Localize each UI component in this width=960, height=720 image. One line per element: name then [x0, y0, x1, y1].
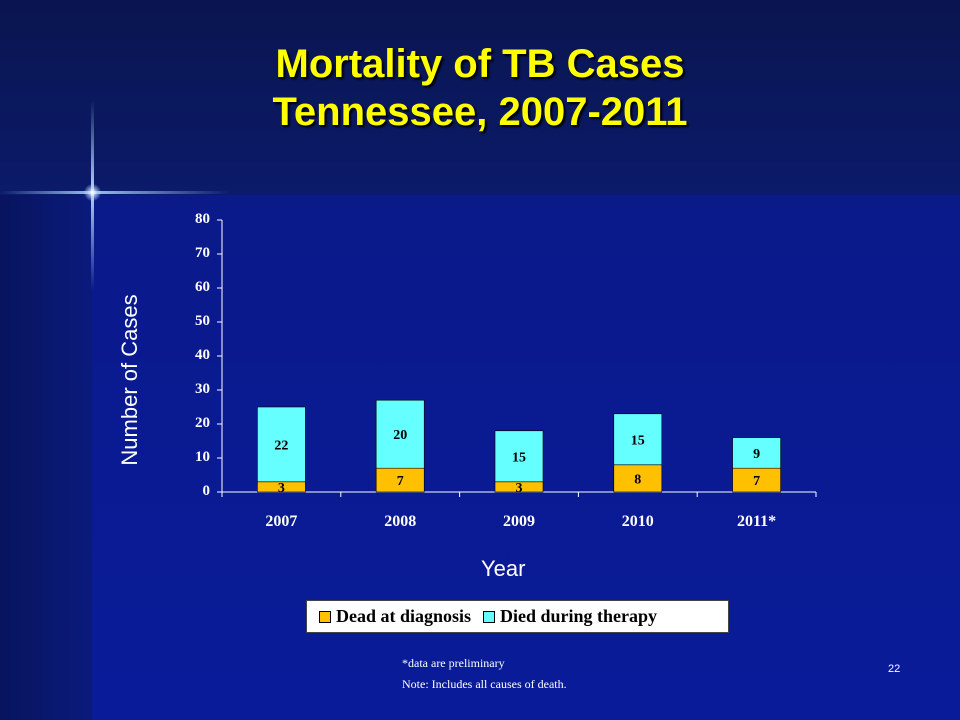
x-tick-label: 2010: [621, 513, 654, 530]
legend-item-died-during-therapy: Died during therapy: [483, 606, 657, 627]
y-tick-label: 30: [195, 381, 210, 397]
x-tick-label: 2009: [503, 513, 535, 530]
y-tick-label: 70: [195, 245, 210, 261]
x-tick-label: 2008: [384, 513, 417, 530]
chart-legend: Dead at diagnosis Died during therapy: [306, 600, 729, 633]
bar-data-label: 8: [634, 472, 641, 487]
y-tick-label: 20: [195, 415, 210, 431]
bar-segment-died-during-therapy: [613, 413, 663, 466]
bar-data-label: 7: [397, 474, 404, 489]
legend-label-dead-at-diagnosis: Dead at diagnosis: [336, 606, 472, 626]
x-axis-label: Year: [481, 556, 526, 581]
bar-data-label: 15: [631, 433, 645, 448]
bar-data-label: 7: [753, 474, 760, 489]
title-line-2: Tennessee, 2007-2011: [272, 90, 688, 134]
y-tick-label: 50: [195, 313, 210, 329]
bar-data-label: 3: [278, 481, 285, 496]
bar-data-label: 9: [753, 447, 760, 462]
legend-item-dead-at-diagnosis: Dead at diagnosis: [319, 606, 471, 627]
x-tick-label: 2011*: [737, 513, 777, 530]
bar-segment-died-during-therapy: [257, 406, 306, 483]
x-tick-label: 2007: [265, 513, 298, 530]
legend-swatch-dead-at-diagnosis: [319, 610, 331, 623]
bar-data-label: 15: [512, 450, 526, 465]
bar-segment-died-during-therapy: [732, 437, 781, 469]
lens-flare-horizontal: [0, 191, 230, 194]
bar-data-label: 3: [516, 481, 523, 496]
legend-label-died-during-therapy: Died during therapy: [500, 606, 658, 626]
y-tick-label: 80: [195, 211, 210, 227]
slide-number: 22: [888, 663, 901, 675]
y-tick-label: 10: [195, 449, 210, 465]
title-background-band: [0, 0, 960, 195]
lens-flare-core: [84, 184, 101, 201]
y-tick-label: 0: [202, 483, 211, 499]
footnote-causes-of-death: Note: Includes all causes of death.: [402, 677, 567, 691]
footnote-preliminary: *data are preliminary: [402, 656, 505, 670]
bar-data-label: 20: [393, 428, 407, 443]
legend-swatch-died-during-therapy: [483, 610, 496, 623]
title-line-1: Mortality of TB Cases: [275, 42, 685, 86]
bar-segment-died-during-therapy: [494, 430, 544, 483]
bar-segment-dead-at-diagnosis: [613, 464, 663, 493]
slide-title: Mortality of TB Cases Tennessee, 2007-20…: [0, 40, 960, 136]
y-tick-label: 40: [195, 347, 210, 363]
bar-segment-died-during-therapy: [375, 399, 425, 469]
y-tick-label: 60: [195, 279, 210, 295]
bar-data-label: 22: [274, 438, 288, 453]
